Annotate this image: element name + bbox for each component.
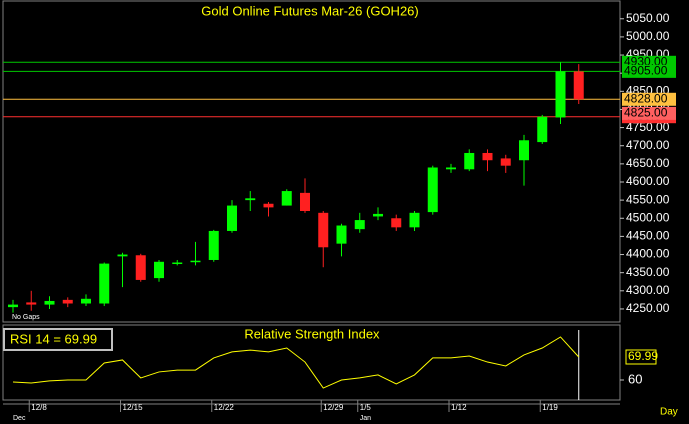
x-tick-label: 12/29: [323, 403, 344, 412]
candle-body: [354, 220, 365, 230]
candle-body: [8, 304, 18, 308]
candle-body: [154, 261, 164, 279]
candle-body: [81, 298, 91, 304]
y-tick-label: 4600.00: [626, 174, 670, 188]
rsi-title: Relative Strength Index: [244, 326, 380, 341]
candle-body: [427, 167, 438, 213]
candle-body: [446, 167, 456, 170]
candle-body: [263, 203, 274, 208]
candle-body: [482, 152, 493, 161]
x-tick-label: 12/15: [123, 403, 144, 412]
x-unit: Day: [660, 407, 678, 418]
candle-body: [500, 158, 511, 166]
y-tick-label: 4250.00: [626, 301, 670, 315]
month-label: Jan: [360, 415, 371, 422]
last-price-bg: [622, 106, 676, 120]
x-tick-label: 12/8: [31, 403, 47, 412]
candle-body: [318, 212, 329, 248]
candle-body: [464, 152, 475, 170]
no-gaps-note: No Gaps: [12, 314, 40, 321]
level-label-bg: [622, 64, 676, 78]
y-tick-label: 4750.00: [626, 120, 670, 134]
candle-body: [245, 198, 256, 201]
y-tick-label: 4350.00: [626, 265, 670, 279]
candle-body: [135, 255, 146, 280]
candle-body: [391, 218, 402, 228]
month-label: Dec: [13, 415, 26, 422]
y-tick-label: 60: [628, 371, 642, 386]
y-tick-label: 4300.00: [626, 283, 670, 297]
level-label: 4905.00: [624, 64, 668, 78]
level-label: 4828.00: [624, 91, 668, 105]
rsi-label: RSI 14 = 69.99: [10, 331, 97, 346]
last-price-label: 4825.00: [624, 106, 668, 120]
x-tick-label: 1/19: [542, 403, 558, 412]
y-tick-label: 4450.00: [626, 229, 670, 243]
candle-body: [519, 140, 529, 161]
x-tick-label: 1/12: [451, 403, 467, 412]
last-value-label: 69.99: [628, 349, 658, 363]
rsi-panel: [2, 324, 621, 401]
candle-body: [373, 213, 383, 217]
candle-body: [227, 205, 237, 231]
y-tick-label: 4400.00: [626, 247, 670, 261]
candle-body: [172, 262, 183, 265]
y-tick-label: 5000.00: [626, 29, 670, 43]
y-tick-label: 4500.00: [626, 210, 670, 224]
candle-body: [300, 192, 310, 212]
y-tick-label: 4550.00: [626, 192, 670, 206]
y-tick-label: 4650.00: [626, 156, 670, 170]
candle-body: [336, 225, 347, 244]
candle-body: [555, 71, 566, 118]
candle-body: [208, 230, 219, 260]
candle-body: [99, 263, 110, 304]
price-panel: [2, 0, 621, 323]
candle-body: [44, 300, 55, 305]
x-tick-label: 1/5: [360, 403, 372, 412]
candle-body: [281, 191, 292, 206]
candle-body: [409, 212, 420, 228]
y-tick-label: 5050.00: [626, 11, 670, 25]
chart-title: Gold Online Futures Mar-26 (GOH26): [201, 3, 418, 18]
last-value-bg: [625, 349, 657, 365]
rsi-line: [12, 336, 580, 389]
candle-body: [573, 71, 584, 100]
candle-body: [537, 116, 548, 143]
candle-body: [190, 260, 201, 263]
candle-body: [26, 302, 37, 305]
y-tick-label: 4700.00: [626, 138, 670, 152]
candle-body: [117, 254, 128, 257]
level-label-bg: [622, 92, 676, 106]
candle-body: [62, 299, 73, 304]
rsi-label-box: [3, 328, 113, 351]
x-tick-label: 12/22: [214, 403, 235, 412]
